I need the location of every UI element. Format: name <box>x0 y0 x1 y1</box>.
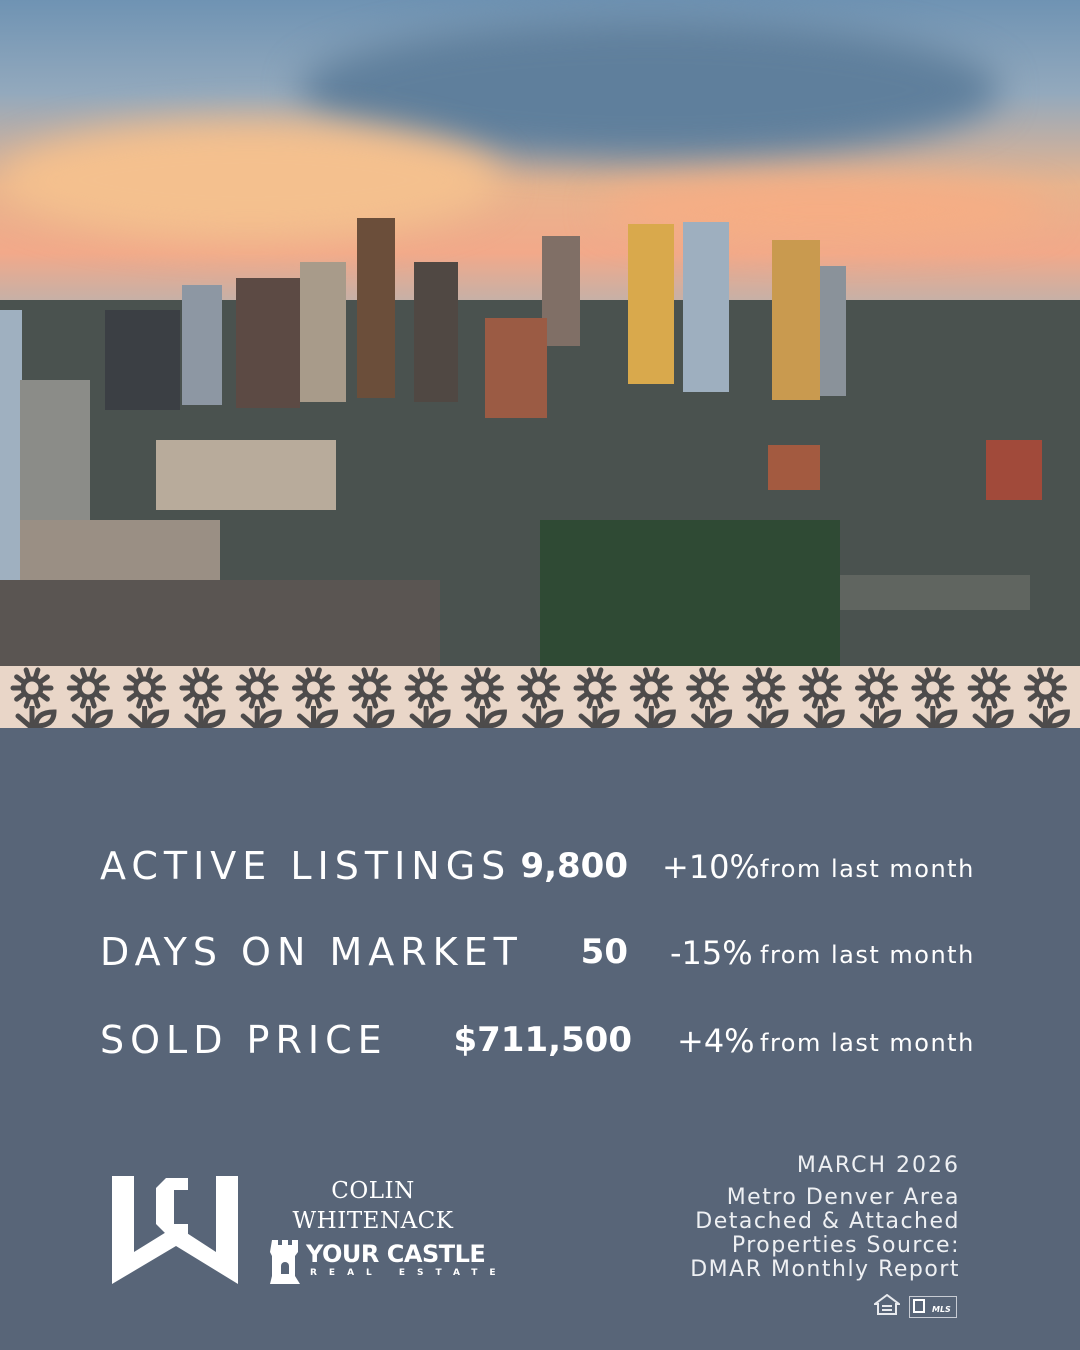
agent-last-name: WHITENACK <box>292 1208 454 1234</box>
report-date: MARCH 2026 <box>796 1153 960 1178</box>
report-line: DMAR Monthly Report <box>690 1257 960 1282</box>
flower-icon <box>855 667 902 728</box>
stat-suffix: from last month <box>760 1029 975 1057</box>
flower-icon <box>967 667 1014 728</box>
report-line: Detached & Attached <box>695 1209 960 1234</box>
castle-tower-icon <box>270 1240 300 1284</box>
equal-housing-icon <box>874 1294 900 1315</box>
flower-icon <box>911 667 958 728</box>
stat-value: 9,800 <box>520 846 628 886</box>
report-line: Metro Denver Area <box>726 1185 960 1210</box>
flower-icon <box>10 667 57 728</box>
flower-icon <box>629 667 676 728</box>
flower-icon <box>742 667 789 728</box>
realtor-mls-badge: MLS <box>909 1296 957 1318</box>
stat-value: 50 <box>580 932 628 972</box>
flower-icon <box>460 667 507 728</box>
stat-change: +10% <box>662 848 760 886</box>
stat-suffix: from last month <box>760 941 975 969</box>
flower-icon <box>292 667 339 728</box>
flower-icon <box>686 667 733 728</box>
stat-label: DAYS ON MARKET <box>100 930 523 974</box>
stat-sold-price: SOLD PRICE $711,500 +4% from last month <box>0 1018 1080 1078</box>
flower-icon <box>404 667 451 728</box>
flower-icon <box>517 667 564 728</box>
flower-icon <box>123 667 170 728</box>
stat-suffix: from last month <box>760 855 975 883</box>
stat-active-listings: ACTIVE LISTINGS 9,800 +10% from last mon… <box>0 844 1080 904</box>
company-name: YOUR CASTLE <box>306 1240 486 1268</box>
stat-label: ACTIVE LISTINGS <box>100 844 512 888</box>
report-line: Properties Source: <box>731 1233 960 1258</box>
mls-label: MLS <box>932 1305 951 1314</box>
company-subtitle: REAL ESTATE <box>310 1268 508 1278</box>
flower-icon <box>235 667 282 728</box>
stat-change: -15% <box>670 934 753 972</box>
agent-name: COLIN WHITENACK <box>288 1176 458 1236</box>
flower-icon <box>66 667 113 728</box>
flower-icon <box>1023 667 1070 728</box>
denver-skyline-photo <box>0 0 1080 666</box>
stat-label: SOLD PRICE <box>100 1018 388 1062</box>
stat-days-on-market: DAYS ON MARKET 50 -15% from last month <box>0 930 1080 990</box>
flower-icon <box>179 667 226 728</box>
flower-icon <box>798 667 845 728</box>
flower-icon <box>348 667 395 728</box>
cw-monogram-logo <box>112 1176 238 1284</box>
flower-icon <box>573 667 620 728</box>
report-info: MARCH 2026 Metro Denver Area Detached & … <box>690 1154 960 1282</box>
stat-value: $711,500 <box>453 1020 632 1060</box>
agent-first-name: COLIN <box>331 1178 415 1204</box>
stat-change: +4% <box>677 1022 755 1060</box>
flower-pattern-band <box>0 666 1080 728</box>
